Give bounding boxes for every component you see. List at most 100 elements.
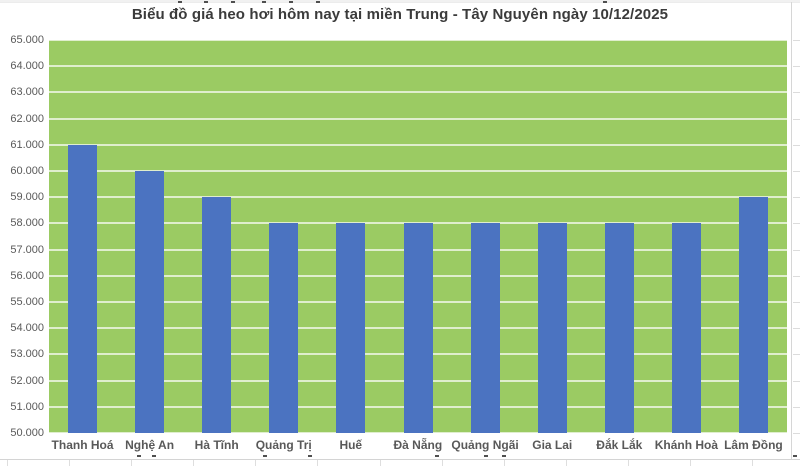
y-axis-tick-label: 57.000 — [10, 243, 44, 256]
table-cell-separator — [193, 460, 194, 466]
cropped-text-remnant — [316, 1, 320, 3]
bar-gia-lai — [537, 223, 567, 433]
x-axis-category-label: Huế — [339, 438, 363, 452]
y-axis-tick-label: 55.000 — [10, 296, 44, 308]
spreadsheet-row-tick — [793, 275, 800, 277]
x-axis-category-label: Khánh Hoà — [654, 438, 719, 452]
y-axis-tick-label: 52.000 — [10, 374, 44, 387]
bar-cell — [49, 40, 116, 433]
bar-quảng-trị — [269, 223, 299, 433]
cropped-text-remnant — [262, 1, 266, 3]
x-axis-category-label: Đà Nẵng — [393, 438, 443, 452]
bar-lâm-đồng — [738, 197, 768, 433]
y-axis-tick-label: 53.000 — [10, 348, 44, 361]
cropped-text-remnant — [502, 455, 506, 457]
bar-cell — [586, 40, 653, 433]
spreadsheet-row-tick — [793, 40, 800, 41]
gridline — [49, 432, 787, 434]
cropped-text-remnant — [289, 1, 293, 3]
y-axis-tick-label: 51.000 — [10, 400, 44, 413]
y-axis-tick-label: 63.000 — [10, 86, 44, 99]
spreadsheet-row-tick — [793, 328, 800, 330]
x-axis: Thanh Hoá Nghệ An Hà Tĩnh Quảng Trị Huế Đà Nẵ… — [49, 437, 787, 455]
spreadsheet-row-tick — [793, 223, 800, 225]
cropped-text-remnant — [137, 455, 141, 457]
chart-title: Biểu đồ giá heo hơi hôm nay tại miền Tru… — [131, 6, 669, 23]
table-cell-separator — [628, 460, 629, 466]
spreadsheet-row-tick — [793, 406, 800, 408]
bar-quảng-ngãi — [470, 223, 500, 433]
table-cell-separator — [317, 460, 318, 466]
spreadsheet-row-tick — [793, 118, 800, 120]
bar-cell — [250, 40, 317, 433]
gridline — [49, 196, 787, 199]
x-axis-category-label: Lâm Đồng — [724, 438, 783, 452]
y-axis-tick-label: 56.000 — [10, 269, 44, 282]
table-cell-separator — [255, 460, 256, 466]
spreadsheet-row-tick — [793, 249, 800, 251]
spreadsheet-row-tick — [793, 66, 800, 68]
spreadsheet-row-tick — [793, 302, 800, 303]
cropped-text-remnant — [178, 1, 182, 3]
cropped-text-remnant — [603, 1, 607, 3]
bar-cell — [317, 40, 384, 433]
bar-cell — [720, 40, 787, 433]
gridline — [49, 117, 787, 120]
gridline — [49, 91, 787, 94]
bar-đà-nẵng — [403, 223, 433, 433]
spreadsheet-column-border — [791, 2, 792, 459]
gridline — [49, 65, 787, 68]
table-cell-separator — [504, 460, 505, 466]
spreadsheet-row-tick — [793, 433, 800, 434]
cropped-text-remnant — [204, 1, 208, 3]
y-axis: 65.000 64.000 63.000 62.000 61.000 60.000 59.0… — [0, 0, 44, 466]
bar-khánh-hoà — [671, 223, 701, 433]
bar-cell — [116, 40, 183, 433]
bar-cell — [653, 40, 720, 433]
cropped-text-remnant — [263, 455, 267, 457]
gridline — [49, 222, 787, 225]
x-axis-category-label: Quảng Ngãi — [451, 438, 519, 452]
bar-hà-tĩnh — [202, 197, 232, 433]
gridline — [49, 143, 787, 146]
bar-thanh-hoá — [68, 144, 98, 433]
y-axis-tick-label: 54.000 — [10, 322, 44, 335]
table-cell-separator — [7, 460, 8, 466]
cropped-text-remnant — [484, 455, 488, 457]
table-cell-separator — [69, 460, 70, 466]
y-axis-tick-label: 65.000 — [10, 34, 44, 46]
bar-cell — [519, 40, 586, 433]
gridline — [49, 39, 787, 41]
y-axis-tick-label: 59.000 — [10, 191, 44, 204]
bar-cell — [183, 40, 250, 433]
cropped-text-remnant — [435, 455, 439, 457]
bar-đắk-lắk — [604, 223, 634, 433]
table-cell-separator — [380, 460, 381, 466]
bar-cell — [384, 40, 451, 433]
table-cell-separator — [752, 460, 753, 466]
table-cell-separator — [442, 460, 443, 466]
cropped-text-remnant — [231, 1, 235, 3]
spreadsheet-row-tick — [793, 92, 800, 94]
cropped-top-table-row — [0, 0, 800, 3]
table-cell-separator — [690, 460, 691, 466]
bars-row — [49, 40, 787, 433]
bar-nghệ-an — [135, 171, 165, 433]
y-axis-tick-label: 62.000 — [10, 112, 44, 125]
x-axis-category-label: Đắk Lắk — [596, 438, 643, 452]
spreadsheet-row-tick — [793, 380, 800, 382]
bar-huế — [336, 223, 366, 433]
y-axis-tick-label: 60.000 — [10, 165, 44, 177]
cropped-bottom-table-row — [0, 459, 800, 460]
plot-area — [49, 39, 787, 434]
spreadsheet-row-tick — [793, 144, 800, 146]
y-axis-tick-label: 61.000 — [10, 138, 44, 151]
spreadsheet-row-tick — [793, 171, 800, 172]
table-cell-separator — [131, 460, 132, 466]
x-axis-category-label: Quảng Trị — [255, 438, 312, 452]
cropped-text-remnant — [308, 455, 312, 457]
cropped-text-remnant — [152, 455, 156, 457]
gridline — [49, 170, 787, 172]
x-axis-category-label: Hà Tĩnh — [194, 438, 239, 452]
